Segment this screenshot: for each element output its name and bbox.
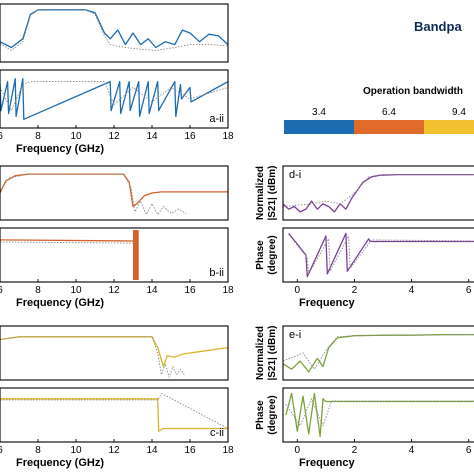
x-tick-label-a-ii-2: 10 xyxy=(70,131,82,142)
simulated-line-c-i xyxy=(0,336,185,378)
panel-d-ii: 0 2 4 6 Frequency Phase (degree) xyxy=(255,227,474,309)
x-tick-label-b-ii-3: 12 xyxy=(108,285,120,296)
axes-box-e-i xyxy=(282,325,474,381)
x-tick-label-b-ii-1: 8 xyxy=(35,285,41,296)
x-tick-label-d-ii-0: 0 xyxy=(295,285,301,296)
y-axis-label-e-i-1: |S21| (dBm) xyxy=(267,325,278,380)
panel-d-i: d-i Normalized |S21| (dBm) xyxy=(255,165,474,221)
axes-box-a-i xyxy=(0,3,229,63)
x-tick-label-e-ii-0: 0 xyxy=(295,445,301,456)
x-tick-label-a-ii-1: 8 xyxy=(35,131,41,142)
x-tick-label-d-ii-1: 2 xyxy=(352,285,358,296)
x-tick-label-a-ii-0: 6 xyxy=(0,131,3,142)
phase-band xyxy=(133,230,139,280)
measured-line-d-i xyxy=(283,173,474,213)
measured-line-e-ii xyxy=(285,392,474,438)
simulated-line-c-ii xyxy=(0,392,228,429)
y-axis-label-d-i-0: Normalized xyxy=(255,166,266,220)
x-tick-label-a-ii-4: 14 xyxy=(146,131,158,142)
simulated-line-d-ii xyxy=(288,234,474,275)
simulated-line-d-i xyxy=(283,174,474,207)
simulated-line-e-i xyxy=(283,334,474,370)
panel-a-ii: 6 8 10 12 14 16 18 Frequency (GHz) a-ii xyxy=(0,69,234,155)
panel-c-i xyxy=(0,325,229,381)
y-axis-label-d-i-1: |S21| (dBm) xyxy=(267,165,278,220)
panel-label-d-i: d-i xyxy=(289,169,301,181)
x-tick-label-d-ii-2: 4 xyxy=(409,285,415,296)
x-tick-label-e-ii-3: 6 xyxy=(466,445,472,456)
axes-box-c-i xyxy=(0,325,229,381)
legend-label-1: 6.4 xyxy=(382,107,396,118)
legend-swatch-0 xyxy=(284,120,354,134)
legend-swatch-2 xyxy=(424,120,474,134)
axes-box-b-ii xyxy=(0,227,229,283)
x-tick-label-e-ii-2: 4 xyxy=(409,445,415,456)
simulated-line-b-i xyxy=(0,173,187,216)
simulated-line-a-i xyxy=(0,9,228,51)
measured-line-a-ii xyxy=(0,78,228,120)
x-axis-label-c-ii: Frequency (GHz) xyxy=(16,457,104,469)
axes-box-d-ii xyxy=(282,227,474,283)
panel-a-i xyxy=(0,3,229,63)
x-axis-label-e-ii: Frequency xyxy=(299,457,356,469)
panel-c-ii: 6 8 10 12 14 16 18 Frequency (GHz) c-ii xyxy=(0,387,234,469)
x-tick-label-a-ii-5: 16 xyxy=(184,131,196,142)
x-axis-label-d-ii: Frequency xyxy=(299,297,356,309)
x-tick-label-c-ii-6: 18 xyxy=(222,445,234,456)
measured-line-c-i xyxy=(0,336,228,368)
legend-title: Operation bandwidth xyxy=(363,86,463,97)
panel-b-i xyxy=(0,165,229,221)
y-axis-label-e-i-0: Normalized xyxy=(255,326,266,380)
panels: 6 8 10 12 14 16 18 Frequency (GHz) a-ii 6 8 10 12 14 1… xyxy=(0,3,474,469)
x-tick-label-c-ii-0: 6 xyxy=(0,445,3,456)
panel-e-i: e-i Normalized |S21| (dBm) xyxy=(255,325,474,381)
measured-line-b-i xyxy=(0,173,228,208)
x-tick-label-b-ii-4: 14 xyxy=(146,285,158,296)
x-tick-label-c-ii-1: 8 xyxy=(35,445,41,456)
x-tick-label-c-ii-2: 10 xyxy=(70,445,82,456)
panel-label-b-ii: b-ii xyxy=(209,267,224,279)
x-tick-label-b-ii-5: 16 xyxy=(184,285,196,296)
panel-e-ii: 0 2 4 6 Frequency Phase (degree) xyxy=(255,387,474,469)
simulated-line-b-ii xyxy=(0,241,134,244)
header-title: Bandpa xyxy=(414,19,462,34)
x-tick-label-a-ii-6: 18 xyxy=(222,131,234,142)
x-tick-label-e-ii-1: 2 xyxy=(352,445,358,456)
x-axis-label-a-ii: Frequency (GHz) xyxy=(16,143,104,155)
measured-line-d-ii xyxy=(288,232,474,278)
simulated-line-e-ii xyxy=(285,398,474,427)
panel-label-c-ii: c-ii xyxy=(210,427,224,439)
legend-label-2: 9.4 xyxy=(452,107,466,118)
panel-b-ii: 6 8 10 12 14 16 18 Frequency (GHz) b-ii xyxy=(0,227,234,309)
y-axis-label-d-ii-1: (degree) xyxy=(267,235,278,274)
y-axis-label-e-ii-0: Phase xyxy=(255,400,266,430)
y-axis-label-d-ii-0: Phase xyxy=(255,240,266,270)
panel-label-e-i: e-i xyxy=(289,329,301,341)
panel-label-a-ii: a-ii xyxy=(209,113,224,125)
measured-line-b-ii xyxy=(0,239,134,242)
measured-line-c-ii xyxy=(0,398,228,432)
x-tick-label-a-ii-3: 12 xyxy=(108,131,120,142)
axes-box-b-i xyxy=(0,165,229,221)
y-axis-label-e-ii-1: (degree) xyxy=(267,395,278,434)
measured-line-e-i xyxy=(283,333,474,373)
x-tick-label-b-ii-0: 6 xyxy=(0,285,3,296)
x-tick-label-c-ii-5: 16 xyxy=(184,445,196,456)
x-tick-label-c-ii-4: 14 xyxy=(146,445,158,456)
axes-box-c-ii xyxy=(0,387,229,443)
x-axis-label-b-ii: Frequency (GHz) xyxy=(16,297,104,309)
axes-box-d-i xyxy=(282,165,474,221)
simulated-line-a-ii xyxy=(0,81,228,112)
legend-label-0: 3.4 xyxy=(312,107,326,118)
legend-swatch-1 xyxy=(354,120,424,134)
x-tick-label-c-ii-3: 12 xyxy=(108,445,120,456)
x-tick-label-b-ii-6: 18 xyxy=(222,285,234,296)
x-tick-label-d-ii-3: 6 xyxy=(466,285,472,296)
measured-line-a-i xyxy=(0,9,228,49)
axes-box-e-ii xyxy=(282,387,474,443)
x-tick-label-b-ii-2: 10 xyxy=(70,285,82,296)
operation-bandwidth-colorbar: 3.4 6.4 9.4 xyxy=(284,107,474,134)
